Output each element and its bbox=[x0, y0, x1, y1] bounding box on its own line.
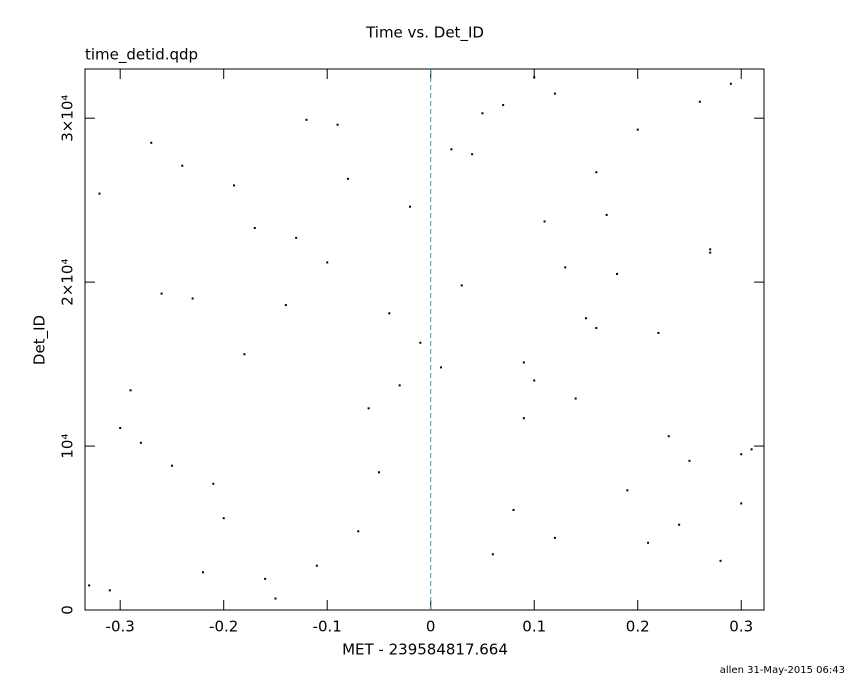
point bbox=[522, 361, 525, 364]
y-tick-label: 10⁴ bbox=[59, 434, 77, 459]
footer: allen 31-May-2015 06:43 bbox=[720, 665, 845, 676]
point bbox=[605, 213, 608, 216]
point bbox=[181, 164, 184, 167]
chart-subtitle: time_detid.qdp bbox=[85, 46, 198, 65]
point bbox=[336, 123, 339, 126]
x-tick-label: -0.2 bbox=[209, 618, 238, 636]
point bbox=[233, 184, 236, 187]
point bbox=[191, 297, 194, 300]
point bbox=[667, 435, 670, 438]
point bbox=[139, 441, 142, 444]
point bbox=[88, 584, 91, 587]
x-tick-label: 0 bbox=[426, 618, 436, 636]
point bbox=[326, 261, 329, 264]
point bbox=[553, 536, 556, 539]
point bbox=[150, 141, 153, 144]
point bbox=[264, 577, 267, 580]
y-tick-label: 3×10⁴ bbox=[59, 95, 77, 142]
x-tick-label: -0.1 bbox=[313, 618, 342, 636]
point bbox=[357, 530, 360, 533]
x-axis-label: MET - 239584817.664 bbox=[342, 641, 508, 659]
point bbox=[502, 104, 505, 107]
point bbox=[512, 508, 515, 511]
x-tick-label: 0.3 bbox=[729, 618, 753, 636]
point bbox=[719, 559, 722, 562]
point bbox=[616, 272, 619, 275]
point bbox=[450, 148, 453, 151]
point bbox=[709, 251, 712, 254]
point bbox=[284, 304, 287, 307]
point bbox=[750, 448, 753, 451]
point bbox=[346, 177, 349, 180]
point bbox=[543, 220, 546, 223]
point bbox=[222, 517, 225, 520]
point bbox=[533, 76, 536, 79]
point bbox=[170, 464, 173, 467]
x-tick-label: 0.2 bbox=[626, 618, 650, 636]
point bbox=[305, 118, 308, 121]
point bbox=[160, 292, 163, 295]
chart-title: Time vs. Det_ID bbox=[365, 24, 484, 43]
point bbox=[584, 317, 587, 320]
point bbox=[698, 100, 701, 103]
point bbox=[471, 153, 474, 156]
point bbox=[564, 266, 567, 269]
point bbox=[595, 327, 598, 330]
point bbox=[657, 331, 660, 334]
x-tick-label: 0.1 bbox=[522, 618, 546, 636]
point bbox=[574, 397, 577, 400]
point bbox=[636, 128, 639, 131]
point bbox=[522, 417, 525, 420]
point bbox=[595, 171, 598, 174]
point bbox=[119, 427, 122, 430]
point bbox=[688, 459, 691, 462]
point bbox=[419, 341, 422, 344]
y-axis-label: Det_ID bbox=[31, 315, 50, 365]
y-tick-label: 0 bbox=[59, 605, 77, 615]
point bbox=[201, 571, 204, 574]
point bbox=[243, 353, 246, 356]
point bbox=[553, 92, 556, 95]
point bbox=[377, 471, 380, 474]
point bbox=[409, 205, 412, 208]
point bbox=[108, 589, 111, 592]
point bbox=[274, 597, 277, 600]
point bbox=[367, 407, 370, 410]
point bbox=[533, 379, 536, 382]
point bbox=[129, 389, 132, 392]
point bbox=[729, 82, 732, 85]
point bbox=[740, 502, 743, 505]
point bbox=[398, 384, 401, 387]
y-tick-label: 2×10⁴ bbox=[59, 259, 77, 306]
plot-frame bbox=[84, 68, 765, 611]
point bbox=[481, 112, 484, 115]
point bbox=[212, 482, 215, 485]
point bbox=[315, 564, 318, 567]
point bbox=[253, 227, 256, 230]
point bbox=[440, 366, 443, 369]
point bbox=[491, 553, 494, 556]
point bbox=[626, 489, 629, 492]
point bbox=[678, 523, 681, 526]
x-tick-label: -0.3 bbox=[106, 618, 135, 636]
point bbox=[740, 453, 743, 456]
point bbox=[647, 541, 650, 544]
point bbox=[709, 248, 712, 251]
point bbox=[295, 236, 298, 239]
point bbox=[388, 312, 391, 315]
point bbox=[460, 284, 463, 287]
point bbox=[98, 192, 101, 195]
